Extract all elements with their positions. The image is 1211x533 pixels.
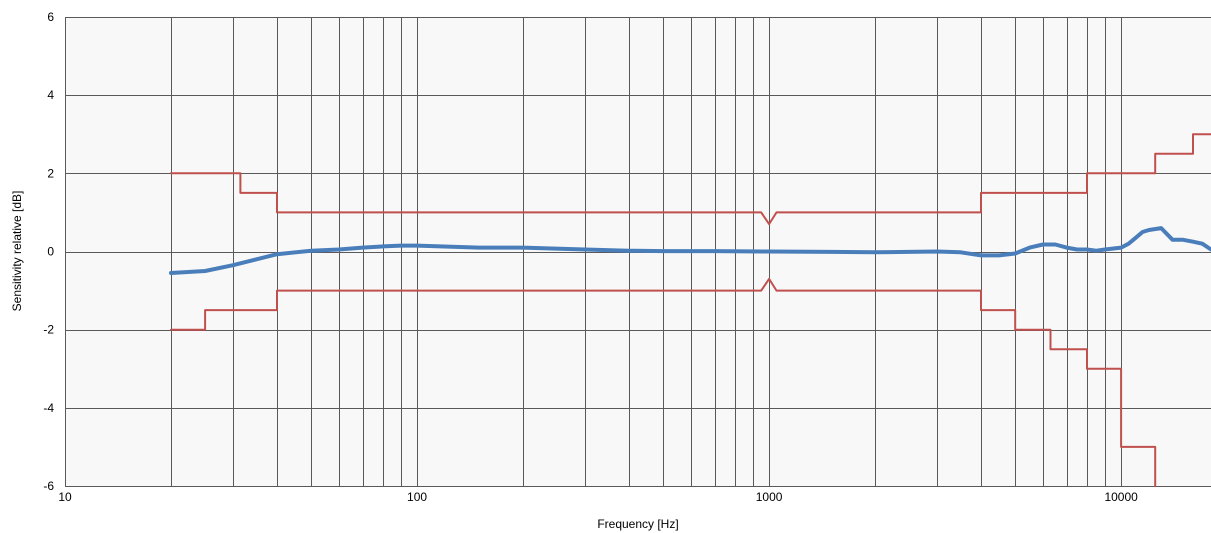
y-tick-label: -4 bbox=[43, 401, 54, 415]
y-tick-label: 0 bbox=[47, 245, 54, 259]
y-tick-label: -2 bbox=[43, 323, 54, 337]
x-tick-label: 100 bbox=[407, 490, 427, 504]
series-layer bbox=[169, 133, 1211, 487]
y-axis-title: Sensitivity relative [dB] bbox=[10, 191, 24, 312]
lower-tolerance-line bbox=[170, 277, 1157, 487]
x-tick-label: 1000 bbox=[756, 490, 783, 504]
y-tick-label: 4 bbox=[47, 88, 54, 102]
measured-response-line bbox=[169, 226, 1211, 275]
x-tick-label: 10000 bbox=[1104, 490, 1138, 504]
x-tick-label: 10 bbox=[58, 490, 72, 504]
x-tick-labels: 10 100 1000 10000 bbox=[58, 490, 1138, 504]
y-tick-label: 2 bbox=[47, 166, 54, 180]
x-axis-title: Frequency [Hz] bbox=[597, 517, 678, 531]
y-tick-label: 6 bbox=[47, 10, 54, 24]
y-tick-labels: -6 -4 -2 0 2 4 6 bbox=[43, 10, 54, 493]
upper-tolerance-line bbox=[170, 133, 1211, 226]
y-tick-label: -6 bbox=[43, 479, 54, 493]
